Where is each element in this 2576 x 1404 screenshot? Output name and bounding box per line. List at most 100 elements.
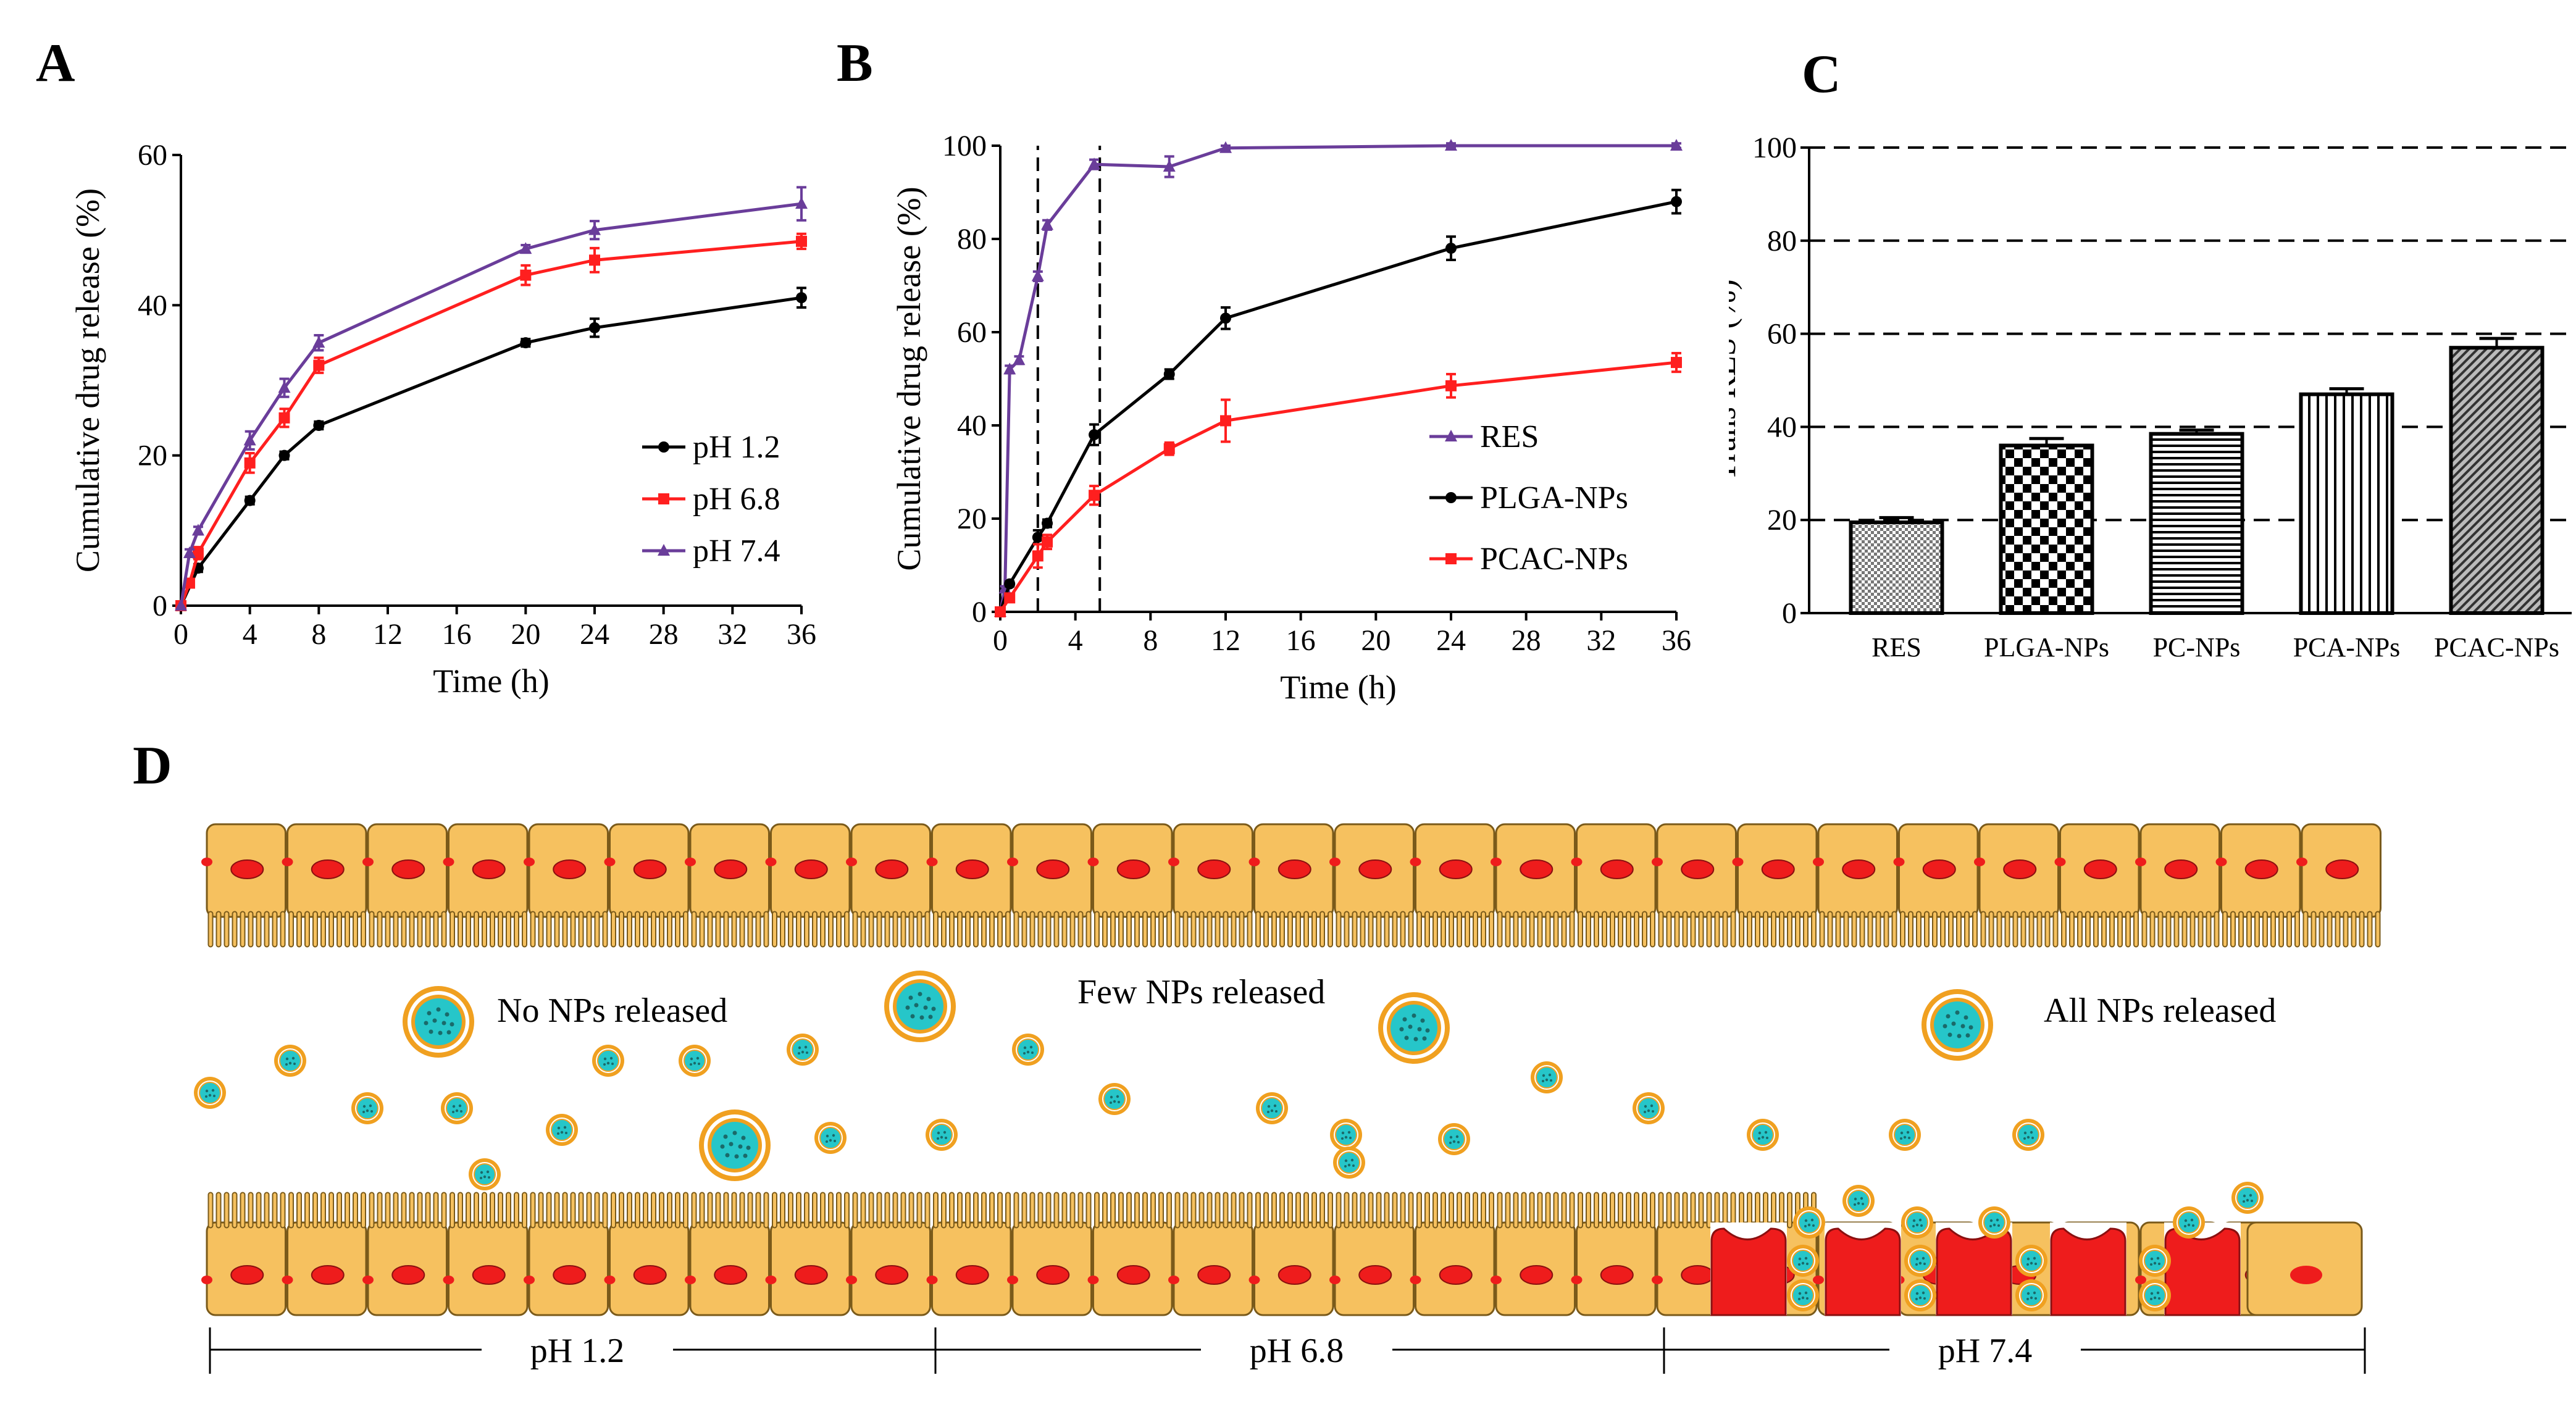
- epithelial-cell: [1893, 823, 1979, 948]
- junction: [1248, 1276, 1260, 1284]
- microvilli: [1336, 911, 1414, 948]
- nanoparticle-small: [1786, 1244, 1820, 1277]
- junction: [685, 1276, 696, 1284]
- nanoparticle-small: [545, 1113, 579, 1147]
- nanoparticle-large: [1922, 989, 1993, 1061]
- epithelial-cell: [443, 823, 529, 948]
- microvilli: [1094, 911, 1172, 948]
- nucleus: [794, 1265, 828, 1285]
- junction: [443, 1276, 454, 1284]
- nucleus: [553, 859, 587, 879]
- label-few-release: Few NPs released: [1077, 973, 1325, 1011]
- nucleus: [391, 859, 425, 879]
- x-tick-label: 4: [243, 618, 257, 651]
- panel-label-a: A: [36, 33, 75, 93]
- nanoparticle-small: [2231, 1181, 2264, 1214]
- nanoparticle-small: [1098, 1082, 1131, 1116]
- junction: [765, 1276, 777, 1284]
- junction: [1087, 1276, 1099, 1284]
- microvilli: [1578, 1192, 1655, 1229]
- epithelial-cell: [1007, 823, 1092, 948]
- data-point: [1004, 578, 1016, 590]
- bottom-epithelium: [201, 1192, 2363, 1316]
- nucleus: [875, 859, 909, 879]
- microvilli: [611, 911, 688, 948]
- nucleus: [633, 1265, 667, 1285]
- damaged-cell: [1936, 1222, 2012, 1316]
- category-label: PLGA-NPs: [1984, 632, 2109, 662]
- nucleus: [2290, 1266, 2322, 1284]
- data-point: [244, 457, 256, 469]
- data-point: [796, 235, 807, 247]
- bar-PC-NPs: [2149, 432, 2244, 616]
- epithelial-cell: [685, 1192, 770, 1316]
- data-point: [995, 606, 1006, 617]
- microvilli: [1174, 911, 1253, 948]
- nanoparticle-large: [884, 971, 956, 1042]
- damaged-cell: [2050, 1222, 2126, 1316]
- y-axis-label: Cumulative drug release (%): [69, 188, 106, 572]
- epithelial-cell: [1491, 823, 1576, 948]
- epithelial-cell: [846, 1192, 931, 1316]
- nucleus: [955, 1265, 989, 1285]
- region-label-3: pH 7.4: [1938, 1332, 2032, 1370]
- x-tick-label: 8: [1143, 624, 1158, 657]
- damaged-cell: [1825, 1222, 1901, 1316]
- nucleus: [1922, 859, 1956, 879]
- bar-RES: [1849, 520, 1944, 615]
- microvilli: [2061, 911, 2139, 948]
- chart-c: 0 20 40 60 80 100 Trans RES (%) RES PLGA-NPs PC-N…: [1729, 132, 2572, 662]
- y-tick-label: 60: [957, 316, 987, 349]
- y-tick-label: 80: [957, 223, 987, 256]
- data-point: [1088, 157, 1101, 170]
- epithelial-cell: [282, 1192, 367, 1316]
- data-point: [1089, 490, 1100, 501]
- nanoparticle-small: [1437, 1122, 1471, 1156]
- junction: [685, 858, 696, 866]
- nucleus: [2083, 859, 2117, 879]
- data-point: [588, 223, 601, 235]
- microvilli: [1497, 911, 1575, 948]
- data-point: [1445, 139, 1457, 151]
- nanoparticle-small: [1786, 1279, 1820, 1312]
- junction: [1813, 858, 1824, 866]
- data-point: [1671, 357, 1682, 369]
- nanoparticle-small: [2138, 1244, 2172, 1277]
- microvilli: [288, 911, 366, 948]
- nanoparticle-small: [678, 1044, 711, 1077]
- microvilli: [691, 1192, 769, 1229]
- nanoparticle-small: [1888, 1118, 1922, 1151]
- microvilli: [852, 911, 930, 948]
- y-tick-label: 60: [138, 139, 167, 172]
- x-tick-label: 12: [373, 618, 403, 651]
- junction: [282, 1276, 293, 1284]
- nanoparticle-small: [1332, 1146, 1366, 1179]
- data-point: [520, 269, 532, 281]
- x-tick-label: 36: [787, 618, 816, 651]
- nanoparticle-large: [699, 1109, 771, 1181]
- junction: [846, 858, 857, 866]
- data-point: [519, 242, 532, 254]
- x-axis-label: Time (h): [1280, 669, 1397, 706]
- epithelial-cell: [1168, 823, 1253, 948]
- microvilli: [611, 1192, 688, 1229]
- junction: [524, 858, 535, 866]
- x-tick-label: 20: [1361, 624, 1390, 657]
- junction: [201, 858, 212, 866]
- y-tick-label: 40: [1767, 411, 1797, 443]
- data-point: [278, 449, 290, 461]
- nucleus: [2325, 859, 2359, 879]
- data-point: [278, 412, 290, 424]
- data-point: [313, 359, 325, 371]
- nucleus: [1520, 1265, 1554, 1285]
- microvilli: [1900, 911, 1978, 948]
- junction: [1410, 1276, 1421, 1284]
- microvilli: [1336, 1192, 1414, 1229]
- nucleus: [2164, 859, 2198, 879]
- microvilli: [691, 911, 769, 948]
- nanoparticle-small: [2138, 1279, 2172, 1312]
- data-point: [795, 197, 808, 209]
- x-tick-label: 16: [442, 618, 472, 651]
- y-tick-label: 0: [972, 596, 987, 629]
- data-point: [1671, 196, 1682, 207]
